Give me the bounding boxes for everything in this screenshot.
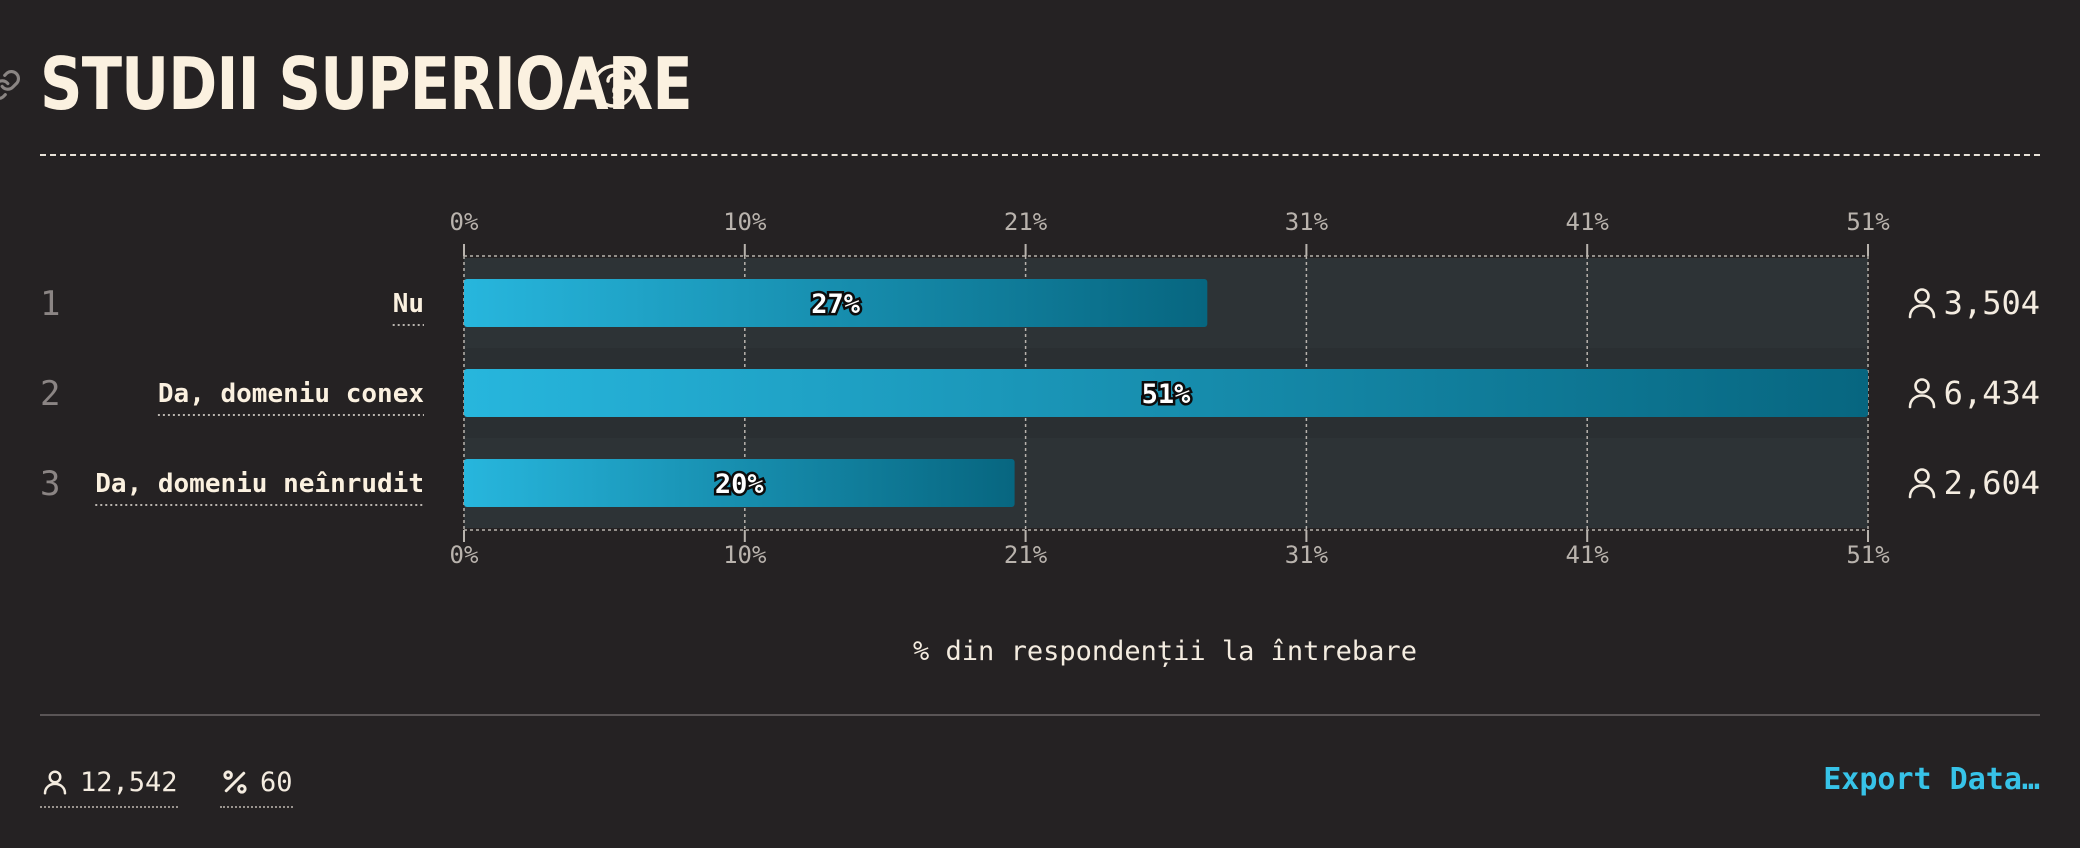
chart-labels: 0% 0% 10% 10% 21% 21% 31% 31% 41% 41% 51% 51% 27% 1 Nu… <box>40 208 2040 569</box>
respondents-count: 12,542 <box>80 766 178 798</box>
percent-value: 60 <box>260 766 293 798</box>
row-rank: 1 <box>40 284 60 324</box>
x-tick-label-top: 0% <box>450 208 479 236</box>
bar-chart: 0% 0% 10% 10% 21% 21% 31% 31% 41% 41% 51% 51% 27% 1 Nu… <box>40 208 2040 569</box>
user-icon <box>1908 468 1936 499</box>
x-tick-label-bottom: 10% <box>723 541 767 569</box>
x-tick-label-bottom: 51% <box>1846 541 1890 569</box>
respondent-count: 6,434 <box>1944 374 2040 412</box>
x-axis-title: % din respondenții la întrebare <box>913 636 1417 667</box>
x-tick-label-top: 51% <box>1846 208 1890 236</box>
user-icon <box>1908 288 1936 319</box>
category-label[interactable]: Da, domeniu neînrudit <box>95 469 424 499</box>
title-divider <box>40 154 2040 156</box>
bars <box>464 279 1868 507</box>
x-tick-label-top: 10% <box>723 208 767 236</box>
percent-stat[interactable]: 60 <box>220 760 293 808</box>
x-tick-label-bottom: 31% <box>1285 541 1329 569</box>
row-rank: 2 <box>40 374 60 414</box>
row-rank: 3 <box>40 464 60 504</box>
category-label[interactable]: Da, domeniu conex <box>158 379 424 409</box>
x-tick-label-top: 31% <box>1285 208 1329 236</box>
page-title: STUDII SUPERIOARE <box>40 42 693 126</box>
category-label[interactable]: Nu <box>393 289 424 319</box>
bar[interactable] <box>464 459 1015 507</box>
x-tick-label-top: 21% <box>1004 208 1048 236</box>
bar[interactable] <box>464 279 1208 327</box>
x-tick-label-bottom: 41% <box>1566 541 1610 569</box>
x-tick-label-bottom: 0% <box>450 541 479 569</box>
percent-icon <box>223 770 247 794</box>
bar-value-label: 51% <box>1142 379 1192 410</box>
bar-value-label: 27% <box>811 289 861 320</box>
link-icon[interactable] <box>0 68 22 102</box>
bar-value-label: 20% <box>715 469 765 500</box>
x-tick-label-bottom: 21% <box>1004 541 1048 569</box>
help-circle-icon[interactable] <box>590 62 638 110</box>
user-icon <box>43 770 67 795</box>
user-icon <box>1908 378 1936 409</box>
x-tick-label-top: 41% <box>1566 208 1610 236</box>
bar[interactable] <box>464 369 1868 417</box>
footer-divider <box>40 714 2040 716</box>
respondents-stat[interactable]: 12,542 <box>40 760 178 808</box>
respondent-count: 2,604 <box>1944 464 2040 502</box>
export-data-link[interactable]: Export Data… <box>1823 762 2040 797</box>
respondent-count: 3,504 <box>1944 284 2040 322</box>
